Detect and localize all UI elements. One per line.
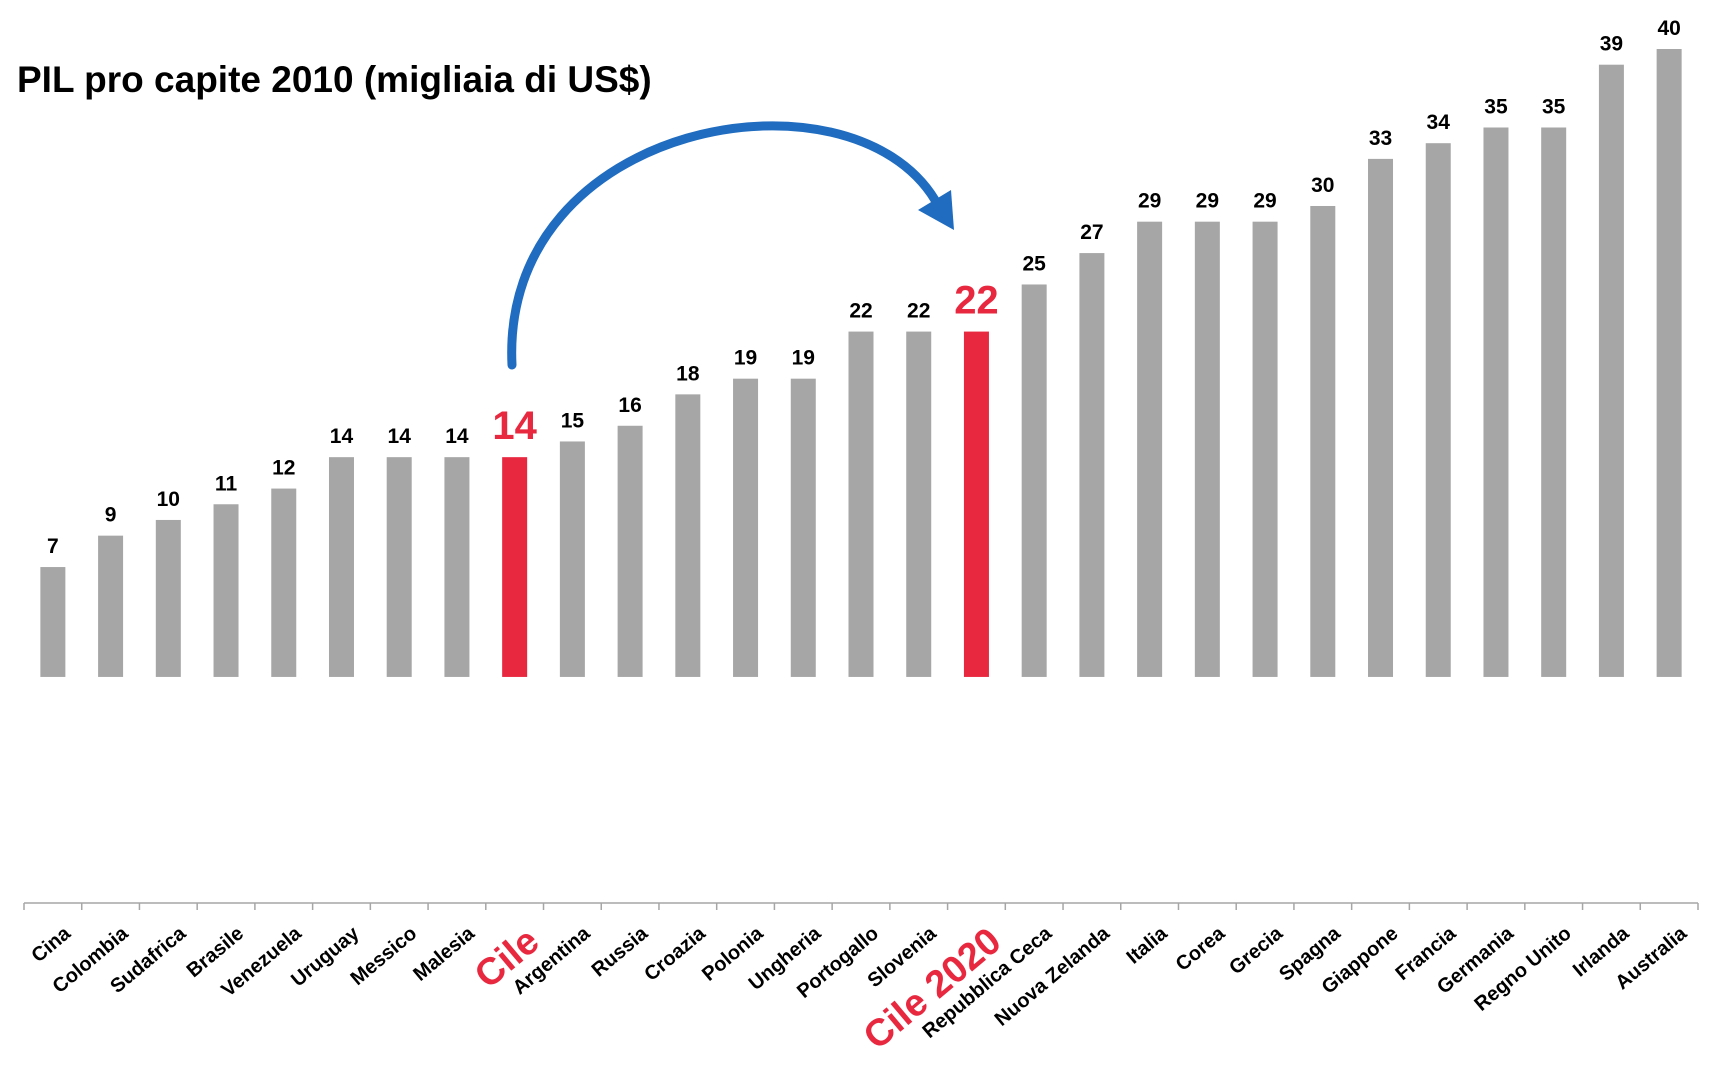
x-tick-label: Croazia <box>640 922 710 986</box>
bar <box>559 441 585 677</box>
data-label: 29 <box>1138 190 1161 213</box>
bar <box>386 457 412 677</box>
bar <box>98 535 124 677</box>
bar <box>502 457 528 677</box>
data-label: 39 <box>1600 33 1623 56</box>
bar <box>675 394 701 677</box>
data-label: 19 <box>792 347 815 370</box>
data-label: 29 <box>1196 190 1219 213</box>
data-label: 11 <box>215 472 238 495</box>
data-label: 22 <box>849 300 872 323</box>
data-label: 16 <box>618 394 641 417</box>
data-label: 9 <box>105 504 117 527</box>
x-tick-label: Cina <box>27 922 75 967</box>
bar <box>328 457 354 677</box>
data-label: 12 <box>272 457 295 480</box>
data-label: 33 <box>1369 127 1392 150</box>
bar <box>1368 158 1394 677</box>
bar <box>906 331 932 677</box>
bar <box>1252 221 1278 677</box>
bar <box>733 378 759 677</box>
x-tick-label: Malesia <box>409 922 479 986</box>
data-label: 14 <box>330 425 354 448</box>
x-tick-label: Corea <box>1172 922 1230 976</box>
data-label: 27 <box>1080 221 1103 244</box>
bar <box>1656 49 1682 677</box>
bar <box>1425 143 1451 677</box>
data-label: 35 <box>1542 95 1566 118</box>
bar <box>1194 221 1220 677</box>
data-label: 15 <box>561 409 585 432</box>
bar <box>40 567 66 677</box>
data-label: 7 <box>47 535 59 558</box>
bar <box>1021 284 1047 677</box>
data-label: 34 <box>1427 111 1451 134</box>
bar <box>1598 64 1624 677</box>
data-label: 35 <box>1484 95 1508 118</box>
bar <box>1137 221 1163 677</box>
bar <box>790 378 816 677</box>
bar <box>271 488 297 677</box>
bar <box>1541 127 1567 677</box>
data-label: 25 <box>1022 252 1046 275</box>
data-label: 19 <box>734 347 757 370</box>
arrow <box>507 121 954 370</box>
data-label: 14 <box>445 425 469 448</box>
bar <box>444 457 470 677</box>
data-label: 30 <box>1311 174 1334 197</box>
data-label: 40 <box>1657 17 1680 40</box>
arrow-head <box>918 190 954 230</box>
bar <box>1079 253 1105 677</box>
data-label: 10 <box>157 488 180 511</box>
bar <box>848 331 874 677</box>
bar <box>155 519 181 677</box>
bar <box>1310 205 1336 677</box>
data-label: 22 <box>907 300 930 323</box>
chart-title: PIL pro capite 2010 (migliaia di US$) <box>17 59 652 100</box>
bar <box>1483 127 1509 677</box>
data-label: 29 <box>1253 190 1276 213</box>
data-label: 14 <box>492 404 537 448</box>
bar <box>213 504 239 677</box>
bar <box>617 425 643 677</box>
data-label: 22 <box>954 279 999 323</box>
bar <box>963 331 989 677</box>
data-label: 14 <box>388 425 412 448</box>
data-label: 18 <box>676 362 700 385</box>
arrow-curve <box>507 121 940 370</box>
x-tick-label: Italia <box>1123 922 1173 969</box>
